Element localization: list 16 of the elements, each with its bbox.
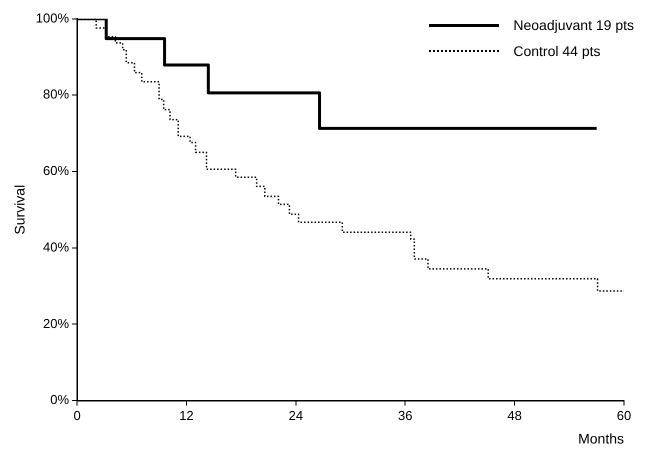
y-tick-label: 60%: [43, 163, 70, 178]
x-tick-label: 0: [73, 408, 81, 423]
y-tick-label: 0%: [50, 392, 70, 408]
y-tick-label: 20%: [43, 316, 70, 331]
x-axis-title: Months: [578, 430, 624, 446]
x-tick-label: 36: [398, 408, 412, 423]
legend-label: Neoadjuvant 19 pts: [513, 17, 634, 33]
legend-label: Control 44 pts: [513, 43, 601, 59]
y-tick-label: 80%: [43, 86, 70, 102]
y-tick-label: 40%: [43, 239, 70, 254]
x-tick-label: 60: [616, 408, 632, 423]
y-axis-title: Survival: [11, 184, 28, 235]
x-tick-label: 48: [507, 408, 522, 423]
x-tick-label: 12: [179, 408, 194, 423]
x-tick-label: 24: [288, 408, 304, 423]
y-tick-label: 100%: [36, 10, 70, 26]
